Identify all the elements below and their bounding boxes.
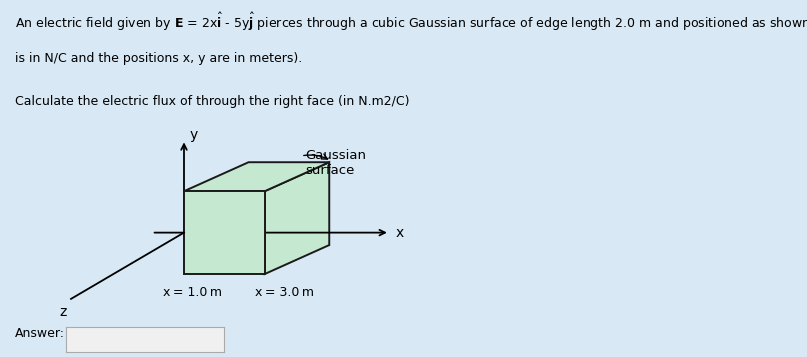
Text: x = 1.0 m: x = 1.0 m <box>162 286 222 300</box>
Text: z: z <box>60 305 67 319</box>
Text: Gaussian: Gaussian <box>305 149 366 162</box>
Text: surface: surface <box>305 164 354 177</box>
Polygon shape <box>184 162 329 191</box>
Polygon shape <box>265 162 329 274</box>
Polygon shape <box>184 191 265 274</box>
Text: y: y <box>190 128 199 142</box>
Text: Answer:: Answer: <box>15 327 65 340</box>
Text: Calculate the electric flux of through the right face (in N.m2/C): Calculate the electric flux of through t… <box>15 95 409 107</box>
Text: is in N/C and the positions x, y are in meters).: is in N/C and the positions x, y are in … <box>15 52 302 65</box>
Text: x: x <box>396 226 404 240</box>
Text: x = 3.0 m: x = 3.0 m <box>255 286 315 300</box>
Text: An electric field given by $\mathbf{E}$ = 2x$\hat{\mathbf{i}}$ - 5y$\hat{\mathbf: An electric field given by $\mathbf{E}$ … <box>15 11 807 33</box>
